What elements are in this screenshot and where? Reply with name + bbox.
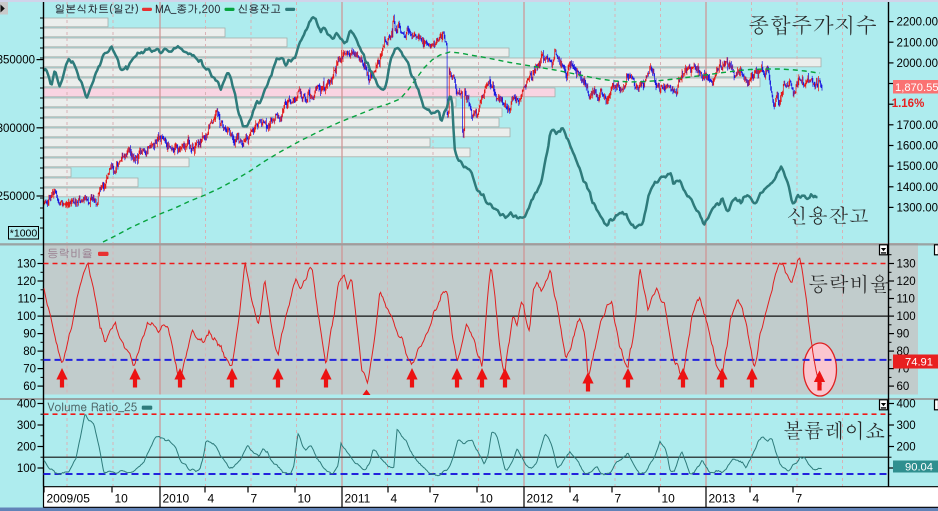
svg-text:120: 120 <box>17 276 36 288</box>
svg-text:110: 110 <box>18 294 36 306</box>
svg-text:400: 400 <box>17 399 36 411</box>
svg-text:200: 200 <box>897 442 916 454</box>
svg-text:80: 80 <box>23 346 36 358</box>
svg-text:4: 4 <box>391 492 398 506</box>
svg-text:200: 200 <box>17 442 36 454</box>
svg-text:130: 130 <box>17 259 36 271</box>
svg-text:60: 60 <box>897 381 910 393</box>
svg-text:2009/05: 2009/05 <box>47 492 91 506</box>
svg-text:120: 120 <box>897 276 916 288</box>
svg-text:2200.00: 2200.00 <box>897 17 938 29</box>
svg-text:90: 90 <box>23 329 36 341</box>
svg-text:74.91: 74.91 <box>905 357 933 369</box>
svg-text:7: 7 <box>796 492 803 506</box>
svg-text:2013: 2013 <box>709 492 736 506</box>
svg-text:100: 100 <box>17 463 36 475</box>
svg-text:70: 70 <box>23 364 36 376</box>
svg-text:10: 10 <box>480 492 494 506</box>
svg-text:90: 90 <box>897 329 910 341</box>
svg-text:100: 100 <box>17 311 36 323</box>
svg-text:1600.00: 1600.00 <box>897 141 938 153</box>
svg-text:4: 4 <box>753 492 760 506</box>
svg-text:10: 10 <box>298 492 312 506</box>
svg-text:*1000: *1000 <box>10 228 38 240</box>
svg-text:250000: 250000 <box>0 191 35 203</box>
svg-text:10: 10 <box>662 492 676 506</box>
svg-text:1400.00: 1400.00 <box>897 182 938 194</box>
svg-text:350000: 350000 <box>0 55 35 67</box>
svg-text:2100.00: 2100.00 <box>897 37 938 49</box>
svg-text:2011: 2011 <box>345 492 371 506</box>
svg-text:300000: 300000 <box>0 123 35 135</box>
svg-text:90.04: 90.04 <box>905 462 933 474</box>
svg-text:4: 4 <box>573 492 580 506</box>
svg-text:100: 100 <box>897 311 916 323</box>
svg-text:400: 400 <box>897 399 916 411</box>
svg-text:1,870.55: 1,870.55 <box>895 82 938 94</box>
svg-text:130: 130 <box>897 259 916 271</box>
svg-text:300: 300 <box>17 420 36 432</box>
svg-text:300: 300 <box>897 420 916 432</box>
svg-text:10: 10 <box>115 492 129 506</box>
svg-text:7: 7 <box>433 492 440 506</box>
svg-text:1500.00: 1500.00 <box>897 161 938 173</box>
svg-text:7: 7 <box>615 492 622 506</box>
svg-text:60: 60 <box>23 381 36 393</box>
svg-text:2010: 2010 <box>163 492 190 506</box>
svg-text:2000.00: 2000.00 <box>897 58 938 70</box>
svg-text:2012: 2012 <box>527 492 554 506</box>
svg-text:1700.00: 1700.00 <box>897 120 938 132</box>
svg-text:110: 110 <box>897 294 915 306</box>
svg-text:1300.00: 1300.00 <box>897 202 938 214</box>
svg-text:7: 7 <box>251 492 258 506</box>
svg-text:1.16%: 1.16% <box>892 98 925 110</box>
svg-text:4: 4 <box>208 492 215 506</box>
